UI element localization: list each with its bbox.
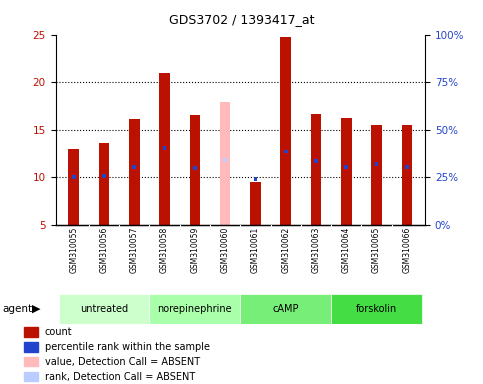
Text: GSM310062: GSM310062 <box>281 227 290 273</box>
Text: rank, Detection Call = ABSENT: rank, Detection Call = ABSENT <box>45 372 195 382</box>
Text: GSM310061: GSM310061 <box>251 227 260 273</box>
Bar <box>250 182 261 225</box>
Bar <box>24 357 38 366</box>
Bar <box>72 175 75 179</box>
Text: GSM310060: GSM310060 <box>221 227 229 273</box>
Bar <box>102 174 106 178</box>
Text: GSM310066: GSM310066 <box>402 227 412 273</box>
Bar <box>344 165 348 169</box>
Text: GDS3702 / 1393417_at: GDS3702 / 1393417_at <box>169 13 314 26</box>
Text: GSM310063: GSM310063 <box>312 227 321 273</box>
Bar <box>163 146 167 149</box>
Text: GSM310057: GSM310057 <box>130 227 139 273</box>
Bar <box>129 119 140 225</box>
Text: GSM310065: GSM310065 <box>372 227 381 273</box>
Bar <box>341 118 352 225</box>
Text: percentile rank within the sample: percentile rank within the sample <box>45 342 210 352</box>
Text: forskolin: forskolin <box>356 304 397 314</box>
Bar <box>281 37 291 225</box>
Bar <box>220 102 230 225</box>
Text: GSM310059: GSM310059 <box>190 227 199 273</box>
Bar <box>311 114 321 225</box>
Text: GSM310056: GSM310056 <box>99 227 109 273</box>
Bar <box>189 115 200 225</box>
Bar <box>24 327 38 337</box>
Bar <box>371 125 382 225</box>
Text: GSM310064: GSM310064 <box>342 227 351 273</box>
Text: GSM310055: GSM310055 <box>69 227 78 273</box>
Bar <box>24 342 38 352</box>
Text: agent: agent <box>2 304 32 314</box>
Bar <box>314 159 318 163</box>
Bar <box>69 149 79 225</box>
Bar <box>99 143 109 225</box>
Bar <box>254 177 257 181</box>
Bar <box>375 162 378 166</box>
Bar <box>149 294 241 324</box>
Bar <box>24 372 38 381</box>
Bar <box>331 294 422 324</box>
Bar <box>241 294 331 324</box>
Text: count: count <box>45 327 72 337</box>
Bar <box>405 165 409 169</box>
Bar <box>284 149 287 153</box>
Text: cAMP: cAMP <box>272 304 299 314</box>
Text: untreated: untreated <box>80 304 128 314</box>
Bar <box>193 166 197 169</box>
Text: value, Detection Call = ABSENT: value, Detection Call = ABSENT <box>45 357 200 367</box>
Bar <box>401 125 412 225</box>
Text: ▶: ▶ <box>32 304 41 314</box>
Text: GSM310058: GSM310058 <box>160 227 169 273</box>
Bar <box>132 165 136 169</box>
Bar <box>58 294 149 324</box>
Text: norepinephrine: norepinephrine <box>157 304 232 314</box>
Bar <box>223 158 227 162</box>
Bar <box>159 73 170 225</box>
